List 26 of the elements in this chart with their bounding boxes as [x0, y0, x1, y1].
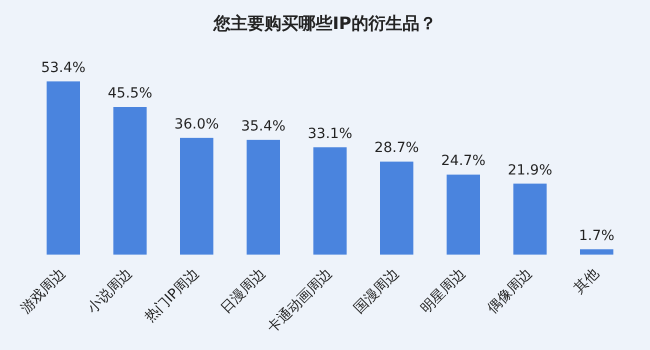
data-label: 45.5% — [108, 86, 152, 102]
x-tick-label: 热门IP周边 — [142, 266, 202, 326]
bar — [446, 174, 480, 255]
data-label: 28.7% — [374, 140, 419, 156]
data-label: 1.7% — [578, 228, 614, 244]
bar — [46, 81, 80, 255]
x-tick-label: 小说周边 — [84, 266, 136, 317]
x-tick-label: 游戏周边 — [18, 266, 69, 317]
bar — [580, 249, 614, 255]
bar — [180, 138, 214, 255]
data-label: 21.9% — [508, 162, 552, 178]
data-label: 33.1% — [308, 126, 352, 142]
data-label: 24.7% — [441, 153, 486, 170]
x-tick-label: 明星周边 — [418, 266, 469, 317]
bar — [380, 162, 414, 255]
bar — [313, 147, 347, 255]
chart-title: 您主要购买哪些IP的衍生品？ — [212, 13, 438, 35]
data-label: 53.4% — [41, 60, 86, 76]
data-label: 36.0% — [174, 116, 219, 133]
x-tick-label: 其他 — [570, 266, 602, 297]
x-tick-label: 国漫周边 — [351, 266, 402, 317]
data-label: 35.4% — [241, 118, 286, 134]
x-tick-label: 偶像周边 — [484, 266, 536, 317]
bar — [246, 140, 280, 255]
bar — [113, 107, 147, 255]
bar — [513, 184, 547, 255]
